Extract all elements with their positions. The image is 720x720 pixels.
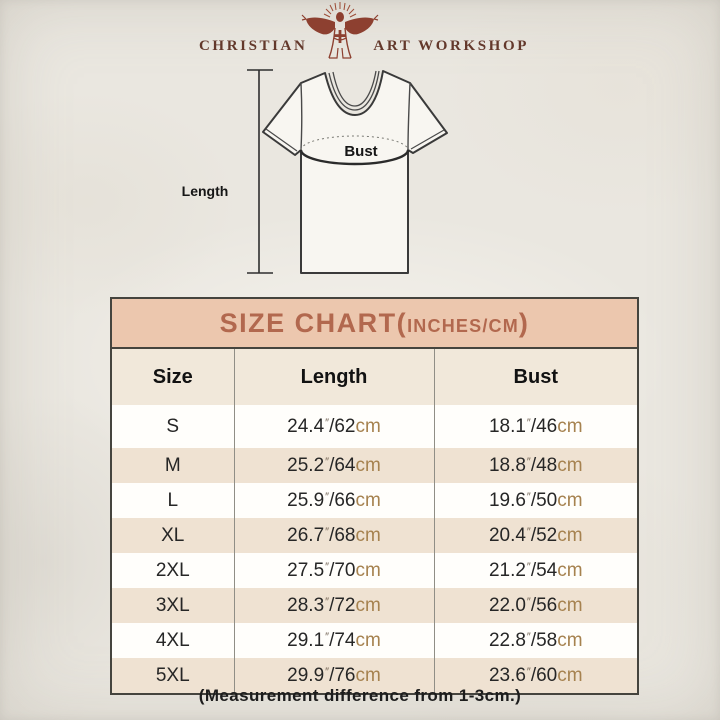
size-row-5xl: 5XL 29.9″/76cm 23.6″/60cm — [111, 658, 639, 694]
bust-label: Bust — [344, 143, 377, 160]
size-rows: S 24.4″/62cm 18.1″/46cm M 25.2″/64cm 18.8″/48… — [111, 405, 639, 694]
inch-mark: ″ — [325, 560, 330, 573]
size-row-4xl: 4XL 29.1″/74cm 22.8″/58cm — [111, 623, 639, 658]
inch-mark: ″ — [325, 630, 330, 643]
cm-unit: cm — [557, 489, 583, 511]
length-cell: 29.9″/76cm — [234, 658, 435, 694]
size-chart-title: SIZE CHART(INCHES/CM) — [111, 298, 639, 349]
inch-mark: ″ — [526, 595, 531, 608]
cm-unit: cm — [355, 594, 381, 616]
bust-cell: 19.6″/50cm — [434, 483, 639, 518]
size-cell: S — [111, 405, 235, 448]
length-cell: 25.9″/66cm — [234, 483, 435, 518]
cm-unit: cm — [355, 629, 381, 651]
sleeve-cuffs — [265, 128, 445, 152]
bust-measure-ellipse — [299, 135, 410, 166]
inch-mark: ″ — [526, 490, 531, 503]
cm-unit: cm — [557, 664, 583, 686]
length-cell: 25.2″/64cm — [234, 448, 435, 483]
inch-mark: ″ — [325, 595, 330, 608]
length-measure-line — [247, 69, 273, 274]
cm-unit: cm — [557, 629, 583, 651]
size-row-xl: XL 26.7″/68cm 20.4″/52cm — [111, 518, 639, 553]
brand-name-left: CHRISTIAN — [199, 38, 308, 54]
cm-unit: cm — [557, 415, 583, 437]
size-cell: 5XL — [111, 658, 235, 694]
size-chart-table: SIZE CHART(INCHES/CM) Size Length Bust S… — [110, 297, 640, 695]
inch-mark: ″ — [526, 630, 531, 643]
column-header-size: Size — [111, 348, 235, 405]
cm-unit: cm — [557, 594, 583, 616]
size-cell: 3XL — [111, 588, 235, 623]
cm-unit: cm — [557, 559, 583, 581]
length-label: Length — [182, 183, 229, 199]
inch-mark: ″ — [325, 416, 330, 429]
column-header-bust: Bust — [434, 348, 639, 405]
cm-unit: cm — [355, 454, 381, 476]
size-cell: L — [111, 483, 235, 518]
column-header-length: Length — [234, 348, 435, 405]
size-row-s: S 24.4″/62cm 18.1″/46cm — [111, 405, 639, 448]
bust-cell: 18.8″/48cm — [434, 448, 639, 483]
brand-name-right: ART WORKSHOP — [373, 38, 529, 54]
cm-unit: cm — [355, 524, 381, 546]
armhole-seams — [300, 82, 411, 151]
length-cell: 24.4″/62cm — [234, 405, 435, 448]
collar-ribbing — [328, 70, 380, 111]
inch-mark: ″ — [526, 416, 531, 429]
bust-cell: 18.1″/46cm — [434, 405, 639, 448]
bust-cell: 20.4″/52cm — [434, 518, 639, 553]
tshirt-outline — [262, 70, 448, 274]
size-row-3xl: 3XL 28.3″/72cm 22.0″/56cm — [111, 588, 639, 623]
cm-unit: cm — [355, 415, 381, 437]
inch-mark: ″ — [325, 490, 330, 503]
cm-unit: cm — [355, 489, 381, 511]
inch-mark: ″ — [526, 665, 531, 678]
column-header-row: Size Length Bust — [111, 348, 639, 405]
inch-mark: ″ — [526, 560, 531, 573]
cm-unit: cm — [557, 454, 583, 476]
inch-mark: ″ — [325, 665, 330, 678]
inch-mark: ″ — [526, 455, 531, 468]
length-cell: 27.5″/70cm — [234, 553, 435, 588]
size-cell: 4XL — [111, 623, 235, 658]
size-row-l: L 25.9″/66cm 19.6″/50cm — [111, 483, 639, 518]
bust-cell: 21.2″/54cm — [434, 553, 639, 588]
length-cell: 28.3″/72cm — [234, 588, 435, 623]
size-chart-title-row: SIZE CHART(INCHES/CM) — [111, 298, 639, 349]
brand-logo: CHRISTIAN ART WORKSHOP — [0, 2, 720, 62]
cm-unit: cm — [355, 664, 381, 686]
size-cell: XL — [111, 518, 235, 553]
size-cell: M — [111, 448, 235, 483]
bust-cell: 22.8″/58cm — [434, 623, 639, 658]
jesus-figure-icon — [301, 2, 379, 59]
size-chart-title-units: INCHES/CM — [407, 315, 519, 336]
length-cell: 29.1″/74cm — [234, 623, 435, 658]
cm-unit: cm — [557, 524, 583, 546]
length-cell: 26.7″/68cm — [234, 518, 435, 553]
size-row-m: M 25.2″/64cm 18.8″/48cm — [111, 448, 639, 483]
cm-unit: cm — [355, 559, 381, 581]
bust-cell: 22.0″/56cm — [434, 588, 639, 623]
inch-mark: ″ — [325, 455, 330, 468]
size-cell: 2XL — [111, 553, 235, 588]
inch-mark: ″ — [325, 525, 330, 538]
tshirt-measurement-diagram: Bust Length — [170, 60, 470, 290]
size-row-2xl: 2XL 27.5″/70cm 21.2″/54cm — [111, 553, 639, 588]
inch-mark: ″ — [526, 525, 531, 538]
bust-cell: 23.6″/60cm — [434, 658, 639, 694]
measurement-note: (Measurement difference from 1-3cm.) — [198, 686, 522, 705]
